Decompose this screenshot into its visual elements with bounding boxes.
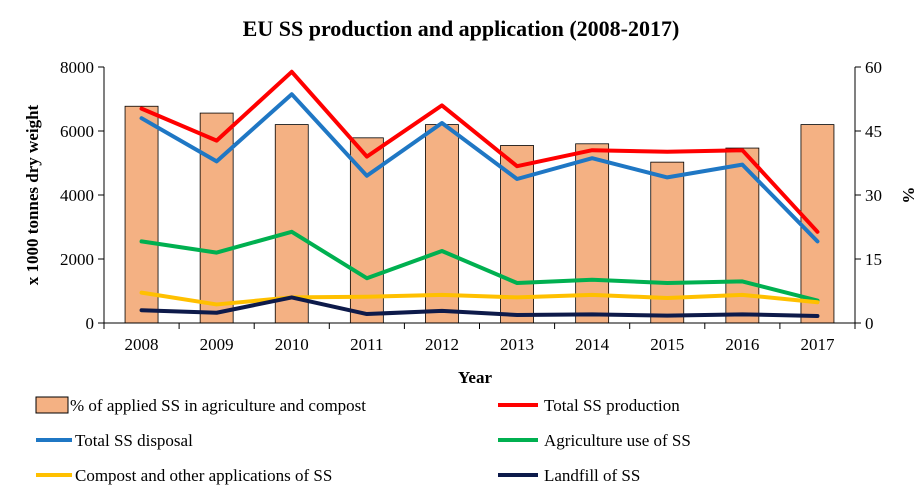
x-tick-label-2015: 2015 [650,335,684,354]
chart-title: EU SS production and application (2008-2… [243,16,680,41]
x-tick-label-2012: 2012 [425,335,459,354]
x-axis-label: Year [458,368,492,387]
x-tick-label-2010: 2010 [275,335,309,354]
legend-swatch-applied-percent [35,396,69,414]
bar-2008 [124,105,159,324]
left-axis-label: x 1000 tonnes dry weight [23,104,42,285]
right-tick-label: 30 [865,186,882,205]
right-tick-label: 45 [865,122,882,141]
line-total-ss-production [139,69,820,234]
left-tick-label: 0 [86,314,95,333]
legend-label-landfill: Landfill of SS [544,466,640,485]
legend-label-total-disposal: Total SS disposal [75,431,193,450]
left-tick-label: 4000 [60,186,94,205]
line-total-ss-disposal [139,92,820,244]
legend-label-compost-other: Compost and other applications of SS [75,466,332,485]
line-compost-and-other-applications-of-ss [139,290,820,307]
line-series-group [139,69,820,318]
legend-label-applied-percent: % of applied SS in agriculture and compo… [70,396,366,415]
bar-series [124,105,835,324]
legend-label-total-production: Total SS production [544,396,680,415]
bar-2017 [800,124,835,324]
x-tick-label-2008: 2008 [125,335,159,354]
right-tick-label: 60 [865,58,882,77]
left-tick-label: 2000 [60,250,94,269]
legend-label-agriculture-use: Agriculture use of SS [544,431,691,450]
x-tick-label-2016: 2016 [725,335,759,354]
bar-2009 [199,112,234,324]
x-tick-label-2009: 2009 [200,335,234,354]
axis-ticks: 0 2000 4000 6000 8000 0 15 30 45 60 2008 2009 2010 20… [60,58,882,354]
x-tick-label-2011: 2011 [350,335,383,354]
line-landfill-of-ss [139,295,820,318]
right-tick-label: 15 [865,250,882,269]
line-agriculture-use-of-ss [139,229,820,303]
bar-2010 [274,124,309,324]
x-tick-label-2013: 2013 [500,335,534,354]
x-tick-label-2014: 2014 [575,335,610,354]
right-axis-label: % [899,187,918,204]
left-tick-label: 8000 [60,58,94,77]
x-tick-label-2017: 2017 [800,335,835,354]
bar-2012 [425,124,459,324]
left-tick-label: 6000 [60,122,94,141]
right-tick-label: 0 [865,314,874,333]
legend: % of applied SS in agriculture and compo… [35,396,691,485]
